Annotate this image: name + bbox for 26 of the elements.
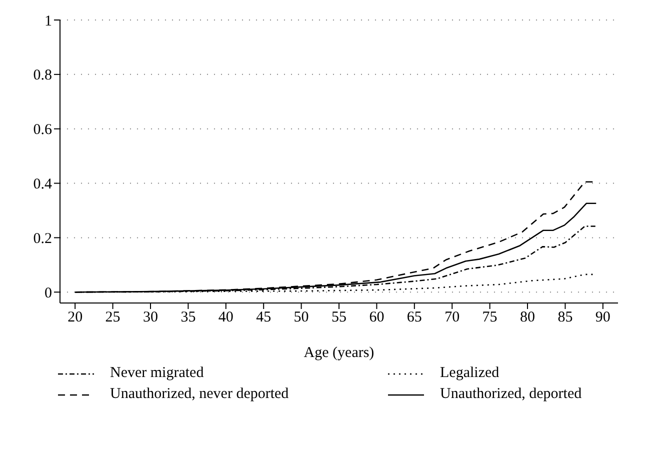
x-tick-label: 60 — [369, 310, 384, 326]
y-tick-label: 0.6 — [33, 122, 52, 138]
legend-label: Legalized — [440, 364, 500, 383]
x-tick-label: 35 — [180, 310, 196, 326]
x-tick-label: 30 — [142, 310, 158, 326]
x-tick-label: 70 — [444, 310, 460, 326]
x-tick-label: 85 — [558, 310, 573, 326]
y-tick-label: 0.8 — [33, 68, 52, 84]
x-tick-label: 20 — [68, 310, 83, 326]
x-tick-label: 65 — [406, 310, 422, 326]
x-tick-label: 45 — [256, 310, 272, 326]
y-tick-label: 0 — [44, 285, 52, 302]
x-tick-label: 90 — [595, 310, 610, 326]
x-tick-label: 80 — [520, 310, 536, 326]
x-tick-label: 40 — [218, 310, 234, 326]
y-tick-label: 0.4 — [33, 176, 52, 193]
x-tick-label: 55 — [332, 310, 346, 326]
legend-label: Unauthorized, deported — [440, 385, 582, 404]
x-tick-label: 75 — [482, 310, 498, 326]
y-tick-label: 1 — [44, 13, 52, 30]
x-axis-title: Age (years) — [304, 345, 374, 361]
x-tick-label: 50 — [294, 310, 309, 326]
x-tick-label: 25 — [105, 310, 120, 326]
legend-label: Unauthorized, never deported — [110, 385, 289, 404]
legend-label: Never migrated — [110, 364, 204, 383]
y-tick-label: 0.2 — [33, 231, 52, 248]
